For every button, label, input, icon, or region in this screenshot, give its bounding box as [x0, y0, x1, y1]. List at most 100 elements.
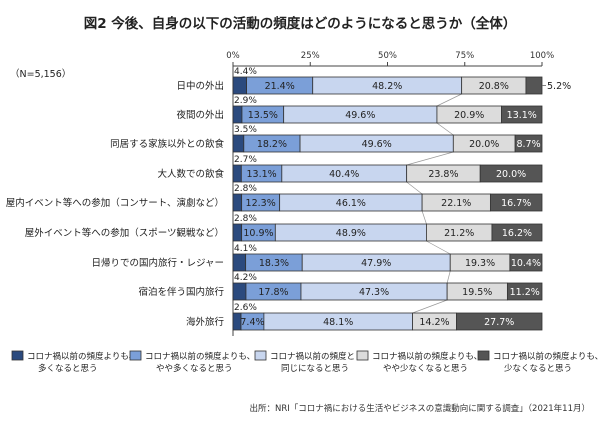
legend-swatch — [477, 350, 490, 361]
data-label: 18.2% — [257, 139, 287, 150]
bar-segment — [491, 223, 543, 242]
bar-segment — [456, 312, 543, 331]
bar-segment — [232, 253, 247, 272]
data-label: 21.2% — [444, 228, 474, 239]
data-label: 47.3% — [359, 287, 389, 298]
data-label: 2.6% — [234, 303, 257, 313]
tick-label: 0% — [226, 51, 240, 61]
tick-label: 25% — [301, 51, 320, 61]
data-label: 20.0% — [469, 139, 499, 150]
bar-segment — [479, 164, 543, 183]
bar-segment — [501, 105, 543, 124]
bar-segment — [232, 282, 247, 301]
tick-label: 100% — [530, 51, 554, 61]
data-label: 13.1% — [507, 110, 537, 121]
data-label: 2.9% — [234, 96, 257, 106]
legend-label: 少なくなると思う — [504, 364, 572, 374]
category-label: 日中の外出 — [176, 80, 224, 92]
legend-label: やや多くなると思う — [156, 363, 233, 374]
data-label: 14.2% — [419, 317, 449, 328]
bar-segment — [525, 76, 543, 95]
data-label: 2.8% — [234, 184, 257, 194]
data-label: 13.1% — [246, 169, 276, 180]
category-label: 夜間の外出 — [176, 109, 224, 121]
bar-segment — [506, 282, 543, 301]
legend-item: コロナ禍以前の頻度よりも、やや少なくなると思う — [356, 350, 482, 374]
bar-segment — [514, 134, 543, 153]
bar-segment — [232, 76, 247, 95]
data-label: 21.4% — [265, 81, 295, 92]
source-note: 出所：NRI「コロナ禍における生活やビジネスの意識動向に関する調査」（2021年… — [250, 403, 590, 414]
bar-segment — [509, 253, 543, 272]
legend-swatch — [11, 350, 24, 361]
data-label: 49.6% — [345, 110, 375, 121]
data-label: 19.5% — [462, 287, 492, 298]
legend-swatch — [254, 350, 267, 361]
legend-swatch — [356, 350, 369, 361]
category-label: 屋外イベント等への参加（スポーツ観戦など） — [25, 227, 224, 239]
data-label: 7.4% — [240, 317, 264, 328]
data-label: 3.5% — [234, 125, 257, 135]
data-label: 18.3% — [259, 258, 289, 269]
data-label: 2.8% — [234, 214, 257, 224]
connector-line — [406, 151, 454, 166]
data-label: 12.3% — [246, 198, 276, 209]
data-label: 2.7% — [234, 155, 257, 165]
bar-segment — [489, 193, 543, 212]
data-label: 16.7% — [501, 198, 531, 209]
legend-label: コロナ禍以前の頻度よりも、 — [27, 351, 137, 362]
data-label: 19.3% — [465, 258, 495, 269]
legend-swatch — [129, 350, 142, 361]
data-label: 23.8% — [428, 169, 458, 180]
data-label: 10.9% — [243, 228, 273, 239]
connector-line — [436, 93, 462, 107]
data-label: 27.7% — [484, 317, 514, 328]
connector-line — [406, 181, 423, 195]
tick-label: 50% — [378, 51, 397, 61]
data-label: 40.4% — [329, 169, 359, 180]
legend-label: 同じになると思う — [281, 364, 349, 374]
legend-item: コロナ禍以前の頻度よりも、やや多くなると思う — [129, 350, 255, 374]
category-label: 日帰りでの国内旅行・レジャー — [91, 257, 224, 269]
data-label: 13.5% — [248, 110, 278, 121]
data-label: 17.8% — [258, 287, 288, 298]
connector-line — [446, 270, 451, 284]
data-label: 48.9% — [336, 228, 366, 239]
connector-line — [421, 210, 427, 225]
bar-segment — [232, 134, 245, 153]
data-label: 11.2% — [510, 287, 540, 298]
legend-label: やや少なくなると思う — [383, 364, 468, 374]
sample-size-label: （N=5,156） — [10, 68, 71, 80]
category-label: 海外旅行 — [186, 316, 225, 328]
bar-segment — [232, 164, 242, 183]
bar-segment — [232, 223, 243, 242]
data-label: 20.8% — [479, 81, 509, 92]
legend-item: コロナ禍以前の頻度よりも、多くなると思う — [11, 350, 137, 374]
data-label: 48.2% — [372, 81, 402, 92]
legend-label: コロナ禍以前の頻度と — [270, 351, 355, 362]
chart-title: 図2 今後、自身の以下の活動の頻度はどのようになると思うか（全体） — [84, 15, 517, 32]
category-label: 同居する家族以外との飲食 — [110, 138, 224, 150]
connector-lines — [406, 93, 462, 314]
tick-label: 75% — [455, 51, 474, 61]
connector-line — [412, 299, 448, 314]
bars: 4.4% 21.4% 48.2% 20.8% 5.2% 2.9% 13.5% 49.6% 20.… — [232, 67, 571, 331]
data-label: 49.6% — [362, 139, 392, 150]
data-label: 4.2% — [234, 273, 257, 283]
data-label: 46.1% — [336, 198, 366, 209]
data-label: 20.0% — [496, 169, 526, 180]
legend-label: コロナ禍以前の頻度よりも、 — [145, 351, 255, 362]
bar-segment — [232, 193, 243, 212]
category-label: 屋内イベント等への参加（コンサート、演劇など） — [6, 197, 224, 209]
legend-label: コロナ禍以前の頻度よりも、 — [372, 351, 482, 362]
legend: コロナ禍以前の頻度よりも、多くなると思うコロナ禍以前の頻度よりも、やや多くなると… — [11, 350, 600, 374]
legend-label: 多くなると思う — [38, 363, 98, 374]
data-label: 5.2% — [547, 81, 571, 92]
category-labels: 日中の外出夜間の外出同居する家族以外との飲食大人数での飲食屋内イベント等への参加… — [6, 80, 225, 328]
category-label: 宿泊を伴う国内旅行 — [138, 286, 224, 298]
data-label: 16.2% — [502, 228, 532, 239]
data-label: 8.7% — [516, 139, 540, 150]
data-label: 20.9% — [454, 110, 484, 121]
